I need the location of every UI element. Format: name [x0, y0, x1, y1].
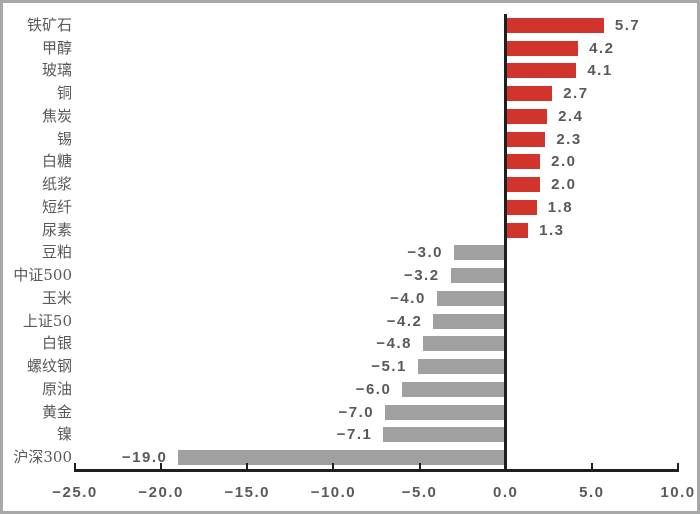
category-label: 尿素	[41, 220, 72, 239]
negative-bar	[383, 427, 506, 443]
value-label: −4.2	[386, 312, 423, 330]
positive-bar	[505, 199, 537, 215]
positive-bar	[505, 17, 604, 33]
positive-bar	[505, 177, 541, 193]
value-label: 1.3	[539, 221, 565, 239]
negative-bar	[423, 336, 506, 352]
category-label: 白糖	[41, 152, 72, 171]
x-axis-tick	[677, 463, 679, 469]
category-label: 甲醇	[41, 38, 72, 57]
x-axis-tick	[418, 463, 421, 469]
value-label: 2.4	[558, 107, 584, 125]
positive-bar	[505, 154, 541, 170]
category-label: 铜	[56, 84, 72, 103]
x-axis-tick	[590, 463, 593, 469]
negative-bar	[450, 268, 506, 284]
x-axis-tick-label: −5.0	[401, 484, 438, 501]
value-label: −7.1	[336, 426, 373, 444]
x-axis-tick	[160, 463, 163, 469]
x-axis-tick-label: 5.0	[579, 484, 605, 501]
category-label: 中证500	[13, 266, 72, 285]
category-label: 上证50	[22, 311, 72, 330]
value-label: −3.0	[407, 244, 444, 262]
positive-bar	[505, 63, 577, 79]
category-label: 焦炭	[41, 106, 72, 125]
category-label: 玉米	[41, 288, 72, 307]
negative-bar	[178, 450, 506, 466]
negative-bar	[433, 313, 506, 329]
value-label: 2.3	[556, 130, 582, 148]
value-label: −7.0	[338, 403, 375, 421]
category-label: 螺纹钢	[26, 357, 72, 376]
category-label: 黄金	[41, 402, 72, 421]
positive-bar	[505, 222, 529, 238]
value-label: 2.0	[551, 153, 577, 171]
x-axis-tick-label: −10.0	[310, 484, 357, 501]
negative-bar	[417, 359, 506, 375]
value-label: 4.2	[589, 39, 615, 57]
value-label: 2.0	[551, 176, 577, 194]
positive-bar	[505, 108, 548, 124]
x-axis-tick-label: 10.0	[660, 484, 696, 501]
x-axis-tick-label: −20.0	[138, 484, 184, 501]
category-label: 白银	[41, 334, 72, 353]
x-axis-tick	[332, 463, 335, 469]
category-label: 沪深300	[13, 448, 72, 467]
value-label: 1.8	[547, 198, 574, 216]
value-label: 5.7	[614, 16, 641, 34]
value-label: −6.0	[355, 380, 392, 398]
x-axis-tick-label: −25.0	[52, 484, 98, 501]
category-label: 玻璃	[41, 61, 72, 80]
negative-bar	[385, 404, 506, 420]
x-axis-tick-label: 0.0	[493, 484, 519, 501]
positive-bar	[505, 131, 546, 147]
category-label: 锡	[56, 129, 72, 148]
x-axis-tick	[504, 463, 507, 469]
positive-bar	[505, 86, 553, 102]
category-label: 铁矿石	[26, 15, 72, 34]
value-label: −19.0	[121, 449, 168, 467]
zero-axis-line	[504, 14, 508, 472]
value-label: 4.1	[587, 62, 613, 80]
category-label: 豆粕	[41, 243, 72, 262]
category-label: 原油	[41, 379, 72, 398]
category-label: 镍	[56, 425, 72, 444]
negative-bar	[436, 290, 506, 306]
bar-chart-canvas: 铁矿石 5.7 甲醇 4.2 玻璃 4.1 铜 2.7 焦炭 2.4 锡 2.3 白糖 2.0 纸浆 2.0 短…	[3, 3, 697, 511]
value-label: −3.2	[403, 267, 440, 285]
value-label: −4.8	[376, 335, 413, 353]
positive-bar	[505, 40, 579, 56]
x-axis-tick	[74, 463, 76, 469]
negative-bar	[454, 245, 506, 261]
negative-bar	[402, 381, 506, 397]
value-label: 2.7	[563, 85, 589, 103]
category-label: 纸浆	[41, 175, 72, 194]
value-label: −5.1	[371, 358, 407, 376]
x-axis-tick-label: −15.0	[224, 484, 271, 501]
x-axis-tick	[246, 463, 249, 469]
x-axis-line	[74, 469, 679, 472]
value-label: −4.0	[390, 289, 426, 307]
category-label: 短纤	[41, 197, 72, 216]
